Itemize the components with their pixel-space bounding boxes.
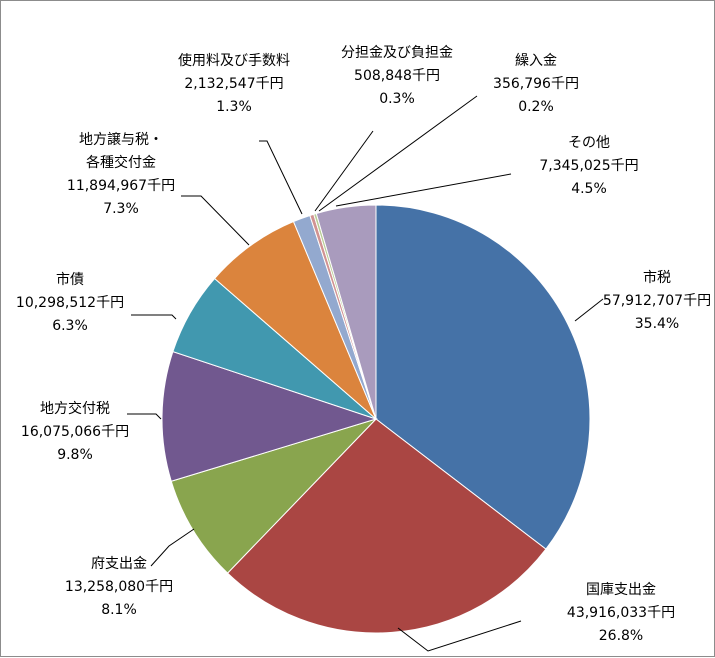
leader-line [397, 620, 522, 652]
slice-label-percent: 35.4% [635, 316, 679, 332]
slice-label-amount: 57,912,707千円 [603, 293, 711, 309]
pie-slice [161, 350, 378, 482]
slice-label-percent: 8.1% [101, 602, 137, 618]
slice-label-amount: 356,796千円 [493, 76, 579, 92]
slice-label-percent: 9.8% [57, 447, 93, 463]
slice-label-name: 府支出金 [91, 556, 147, 572]
slice-label-percent: 6.3% [52, 318, 88, 334]
slice-label-percent: 1.3% [216, 99, 252, 115]
data-labels: 市税 57,912,707千円 35.4% 国庫支出金 43,916,033千円 26.8… [16, 45, 711, 644]
leader-line [335, 173, 512, 207]
slice-label-name: 国庫支出金 [586, 581, 656, 598]
leader-lines [127, 95, 604, 652]
slice-label-amount: 7,345,025千円 [539, 158, 638, 174]
slice-label-percent: 0.2% [518, 99, 554, 115]
slice-label-name: 各種交付金 [86, 154, 156, 171]
slice-label-amount: 43,916,033千円 [567, 605, 675, 621]
slice-label-amount: 508,848千円 [354, 68, 440, 84]
slice-label-percent: 0.3% [379, 91, 415, 107]
pie-slice [315, 204, 377, 420]
slice-label-amount: 2,132,547千円 [184, 76, 283, 92]
slice-label-name: 市税 [643, 269, 671, 286]
slice-label-name: 分担金及び負担金 [341, 45, 453, 61]
leader-line [574, 298, 604, 322]
slice-label-percent: 26.8% [599, 628, 643, 644]
slice-label-amount: 13,258,080千円 [65, 579, 173, 595]
slice-label-name: 使用料及び手数料 [178, 52, 290, 69]
pie-slices [161, 204, 591, 634]
slice-label-percent: 4.5% [571, 181, 607, 197]
leader-line [318, 95, 478, 212]
leader-line [131, 314, 177, 320]
leader-line [259, 140, 303, 215]
pie-slice [170, 417, 378, 574]
slice-label-name: 繰入金 [515, 53, 557, 69]
pie-slice [226, 418, 547, 634]
leader-line [314, 130, 374, 212]
pie-slice [213, 220, 377, 420]
slice-label-amount: 10,298,512千円 [16, 295, 124, 311]
slice-label-name: 地方譲与税・ [79, 132, 163, 148]
slice-label-name: その他 [568, 135, 610, 151]
slice-label-amount: 11,894,967千円 [67, 178, 175, 194]
leader-line [181, 195, 250, 246]
slice-label-amount: 16,075,066千円 [21, 424, 129, 440]
leader-line [150, 528, 195, 567]
leader-line [127, 413, 162, 420]
pie-slice [375, 204, 591, 550]
slice-label-name: 地方交付税 [40, 400, 110, 417]
slice-label-percent: 7.3% [103, 201, 139, 217]
slice-label-name: 市債 [56, 271, 84, 288]
